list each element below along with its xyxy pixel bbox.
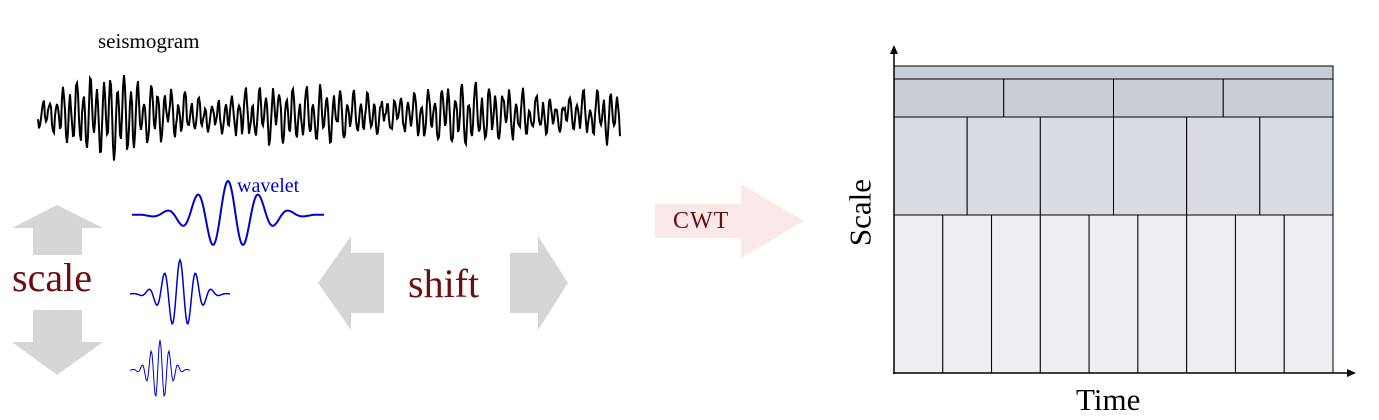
wavelet-large (131, 179, 325, 247)
tile-bottom-8 (1234, 214, 1285, 374)
cwt-label: CWT (673, 208, 730, 234)
scale-label: scale (12, 255, 92, 300)
wavelet-small (129, 339, 191, 398)
tile-third-1 (893, 116, 968, 216)
seismogram-label: seismogram (98, 29, 200, 53)
cwt-arrow (655, 184, 804, 258)
scale-axis-label: Scale (842, 178, 878, 247)
seismogram-trace (37, 74, 621, 161)
tile-third-3 (1039, 116, 1114, 216)
tile-bottom-7 (1186, 214, 1236, 374)
time-axis-label: Time (1076, 382, 1141, 417)
y-axis-arrowhead (890, 45, 898, 54)
tile-bottom-1 (893, 214, 944, 374)
tile-second-4 (1222, 78, 1334, 118)
tile-bottom-4 (1039, 214, 1090, 374)
tile-bottom-2 (942, 214, 993, 374)
shift-label: shift (408, 261, 480, 306)
tile-third-5 (1186, 116, 1261, 216)
tile-third-2 (966, 116, 1041, 216)
tile-second-3 (1113, 78, 1224, 118)
tile-third-4 (1113, 116, 1188, 216)
wavelet-medium (129, 257, 231, 326)
shift-right-arrow (510, 236, 568, 330)
tile-bottom-5 (1088, 214, 1139, 374)
scale-up-arrow (12, 205, 103, 255)
tile-second-1 (893, 78, 1005, 118)
x-axis-arrowhead (1347, 369, 1356, 377)
wavelet-label: wavelet (237, 175, 300, 197)
tile-bottom-9 (1283, 214, 1334, 374)
tile-bottom-3 (991, 214, 1041, 374)
scale-down-arrow (12, 310, 103, 375)
tile-second-2 (1003, 78, 1114, 118)
tile-top-1 (893, 65, 1334, 80)
tile-bottom-6 (1137, 214, 1188, 374)
time-scale-tiling (893, 65, 1334, 374)
tile-third-6 (1259, 116, 1334, 216)
shift-left-arrow (318, 236, 384, 330)
